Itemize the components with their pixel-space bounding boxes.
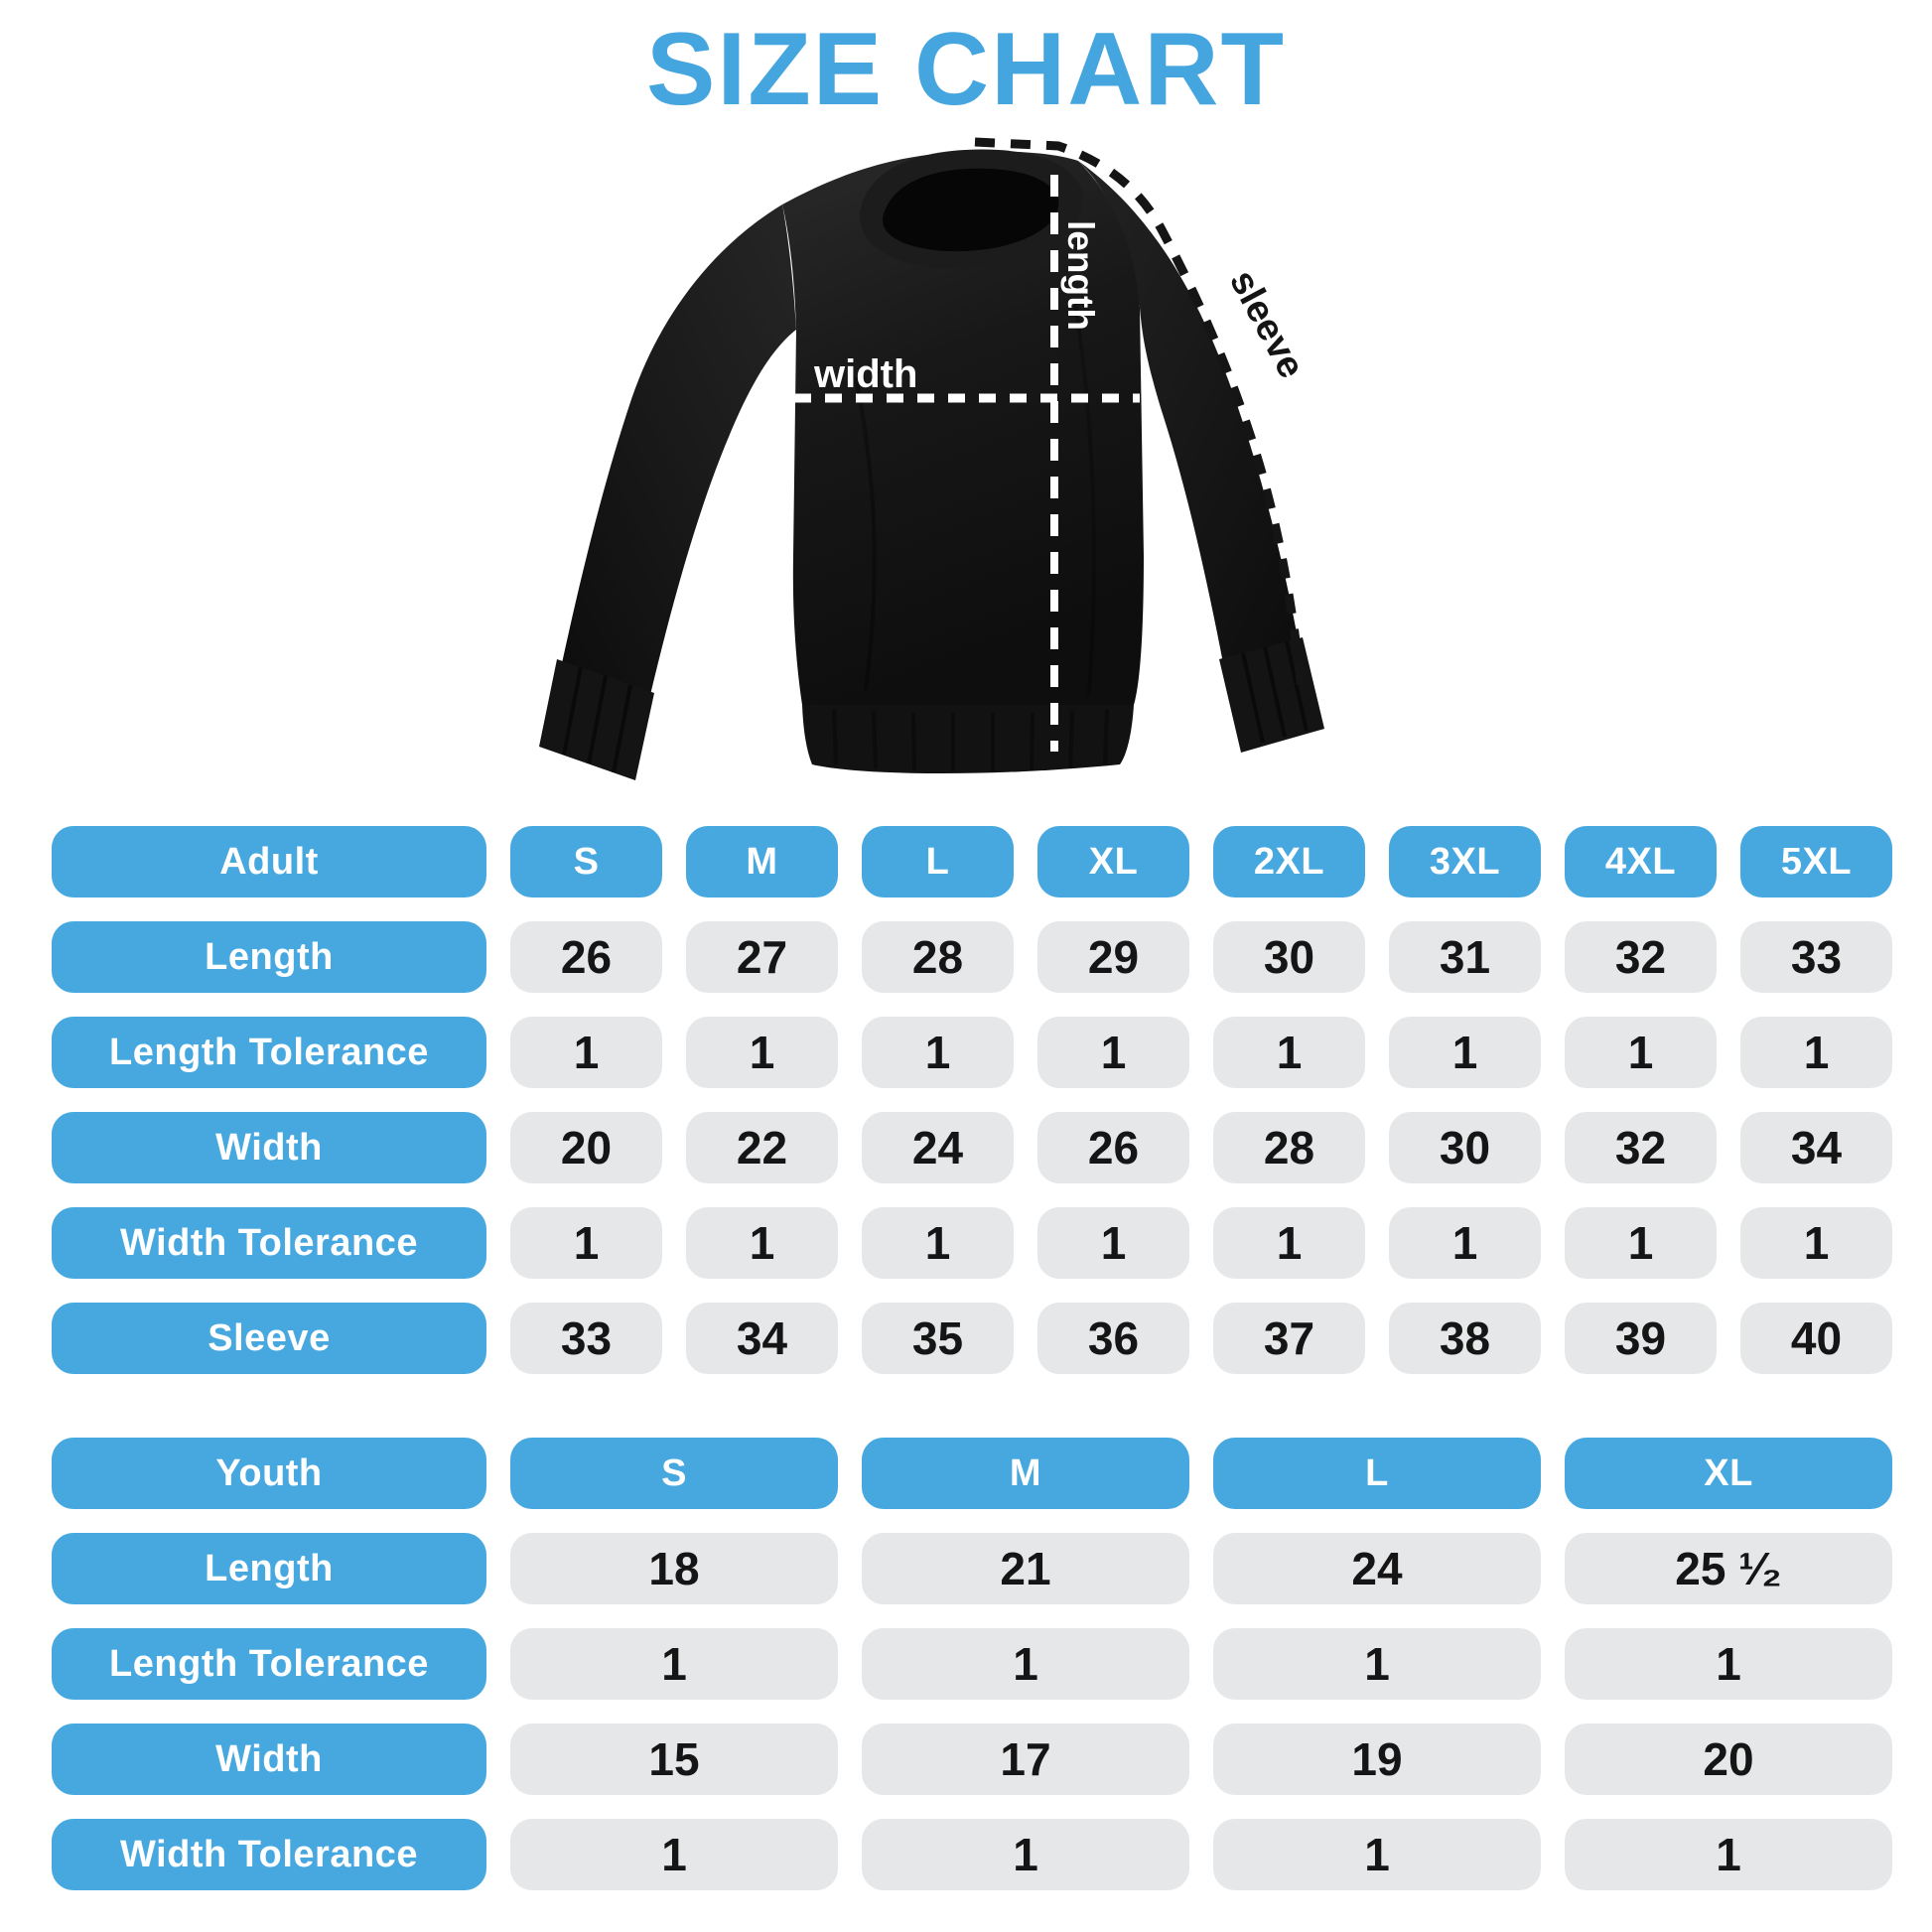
value-cell: 38 <box>1389 1303 1541 1374</box>
youth-size-header-pill-s: S <box>510 1438 838 1509</box>
size-header-pill-s: S <box>510 826 662 897</box>
value-cell: 28 <box>862 921 1014 993</box>
value-cell: 1 <box>686 1207 838 1279</box>
value-cell: 34 <box>1740 1112 1892 1183</box>
body-fold-line <box>1072 297 1096 696</box>
row-label-length-tolerance: Length Tolerance <box>52 1017 486 1088</box>
value-cell: 1 <box>1740 1207 1892 1279</box>
value-cell: 30 <box>1389 1112 1541 1183</box>
value-cell: 1 <box>862 1819 1189 1890</box>
value-cell: 28 <box>1213 1112 1365 1183</box>
size-header-pill-xl: XL <box>1037 826 1189 897</box>
value-cell: 1 <box>1213 1628 1541 1700</box>
size-header-pill-4xl: 4XL <box>1565 826 1717 897</box>
value-cell: 1 <box>1037 1207 1189 1279</box>
value-cell: 1 <box>686 1017 838 1088</box>
size-header-pill-3xl: 3XL <box>1389 826 1541 897</box>
value-cell: 30 <box>1213 921 1365 993</box>
row-label-sleeve: Sleeve <box>52 1303 486 1374</box>
value-cell: 20 <box>1565 1724 1892 1795</box>
value-cell: 25 ¹⁄₂ <box>1565 1533 1892 1604</box>
value-cell: 1 <box>1389 1017 1541 1088</box>
row-label-width-tolerance: Width Tolerance <box>52 1819 486 1890</box>
sleeve-measure-line <box>974 137 1308 702</box>
size-header-pill-l: L <box>862 826 1014 897</box>
value-cell: 1 <box>1565 1628 1892 1700</box>
value-cell: 24 <box>1213 1533 1541 1604</box>
size-tables: Adult S M L XL 2XL 3XL 4XL 5XL Length 26… <box>52 826 1892 1890</box>
value-cell: 34 <box>686 1303 838 1374</box>
youth-size-header-pill-l: L <box>1213 1438 1541 1509</box>
sleeve-label: sleeve <box>1221 264 1312 385</box>
right-cuff-ribbing <box>1241 640 1309 744</box>
value-cell: 21 <box>862 1533 1189 1604</box>
value-cell: 1 <box>1037 1017 1189 1088</box>
value-cell: 27 <box>686 921 838 993</box>
left-sleeve <box>562 205 796 695</box>
value-cell: 26 <box>510 921 662 993</box>
value-cell: 24 <box>862 1112 1014 1183</box>
left-cuff-ribbing <box>562 666 632 773</box>
value-cell: 1 <box>1740 1017 1892 1088</box>
row-label-length: Length <box>52 921 486 993</box>
size-header-pill-m: M <box>686 826 838 897</box>
value-cell: 33 <box>1740 921 1892 993</box>
value-cell: 29 <box>1037 921 1189 993</box>
value-cell: 1 <box>510 1017 662 1088</box>
value-cell: 22 <box>686 1112 838 1183</box>
size-header-pill-5xl: 5XL <box>1740 826 1892 897</box>
row-label-width-tolerance: Width Tolerance <box>52 1207 486 1279</box>
youth-header-pill: Youth <box>52 1438 486 1509</box>
value-cell: 1 <box>510 1628 838 1700</box>
value-cell: 1 <box>1213 1819 1541 1890</box>
width-label: width <box>813 352 917 396</box>
row-label-width: Width <box>52 1112 486 1183</box>
value-cell: 1 <box>862 1017 1014 1088</box>
value-cell: 26 <box>1037 1112 1189 1183</box>
value-cell: 1 <box>862 1207 1014 1279</box>
sweatshirt-diagram: width length sleeve <box>539 137 1324 780</box>
hem-ribbing <box>832 708 1109 771</box>
collar-opening <box>883 168 1059 252</box>
hero-section: SIZE CHART <box>0 0 1932 814</box>
value-cell: 1 <box>1213 1017 1365 1088</box>
page-title: SIZE CHART <box>646 12 1286 127</box>
value-cell: 33 <box>510 1303 662 1374</box>
value-cell: 32 <box>1565 921 1717 993</box>
value-cell: 39 <box>1565 1303 1717 1374</box>
row-label-length-tolerance: Length Tolerance <box>52 1628 486 1700</box>
value-cell: 1 <box>1565 1017 1717 1088</box>
value-cell: 18 <box>510 1533 838 1604</box>
value-cell: 19 <box>1213 1724 1541 1795</box>
value-cell: 1 <box>862 1628 1189 1700</box>
value-cell: 32 <box>1565 1112 1717 1183</box>
adult-header-pill: Adult <box>52 826 486 897</box>
value-cell: 20 <box>510 1112 662 1183</box>
value-cell: 35 <box>862 1303 1014 1374</box>
value-cell: 40 <box>1740 1303 1892 1374</box>
right-sleeve <box>1078 161 1299 663</box>
adult-size-table: Adult S M L XL 2XL 3XL 4XL 5XL Length 26… <box>52 826 1892 1374</box>
value-cell: 17 <box>862 1724 1189 1795</box>
body-fold-line <box>854 376 877 691</box>
value-cell: 1 <box>510 1207 662 1279</box>
value-cell: 15 <box>510 1724 838 1795</box>
row-label-length: Length <box>52 1533 486 1604</box>
length-label: length <box>1060 220 1101 331</box>
row-label-width: Width <box>52 1724 486 1795</box>
value-cell: 37 <box>1213 1303 1365 1374</box>
value-cell: 36 <box>1037 1303 1189 1374</box>
youth-size-header-pill-m: M <box>862 1438 1189 1509</box>
value-cell: 31 <box>1389 921 1541 993</box>
value-cell: 1 <box>1389 1207 1541 1279</box>
hem-band <box>802 705 1134 773</box>
value-cell: 1 <box>1565 1819 1892 1890</box>
value-cell: 1 <box>1213 1207 1365 1279</box>
value-cell: 1 <box>1565 1207 1717 1279</box>
size-header-pill-2xl: 2XL <box>1213 826 1365 897</box>
youth-size-table: Youth S M L XL Length 18 21 24 25 ¹⁄₂ Le… <box>52 1438 1892 1890</box>
youth-size-header-pill-xl: XL <box>1565 1438 1892 1509</box>
value-cell: 1 <box>510 1819 838 1890</box>
